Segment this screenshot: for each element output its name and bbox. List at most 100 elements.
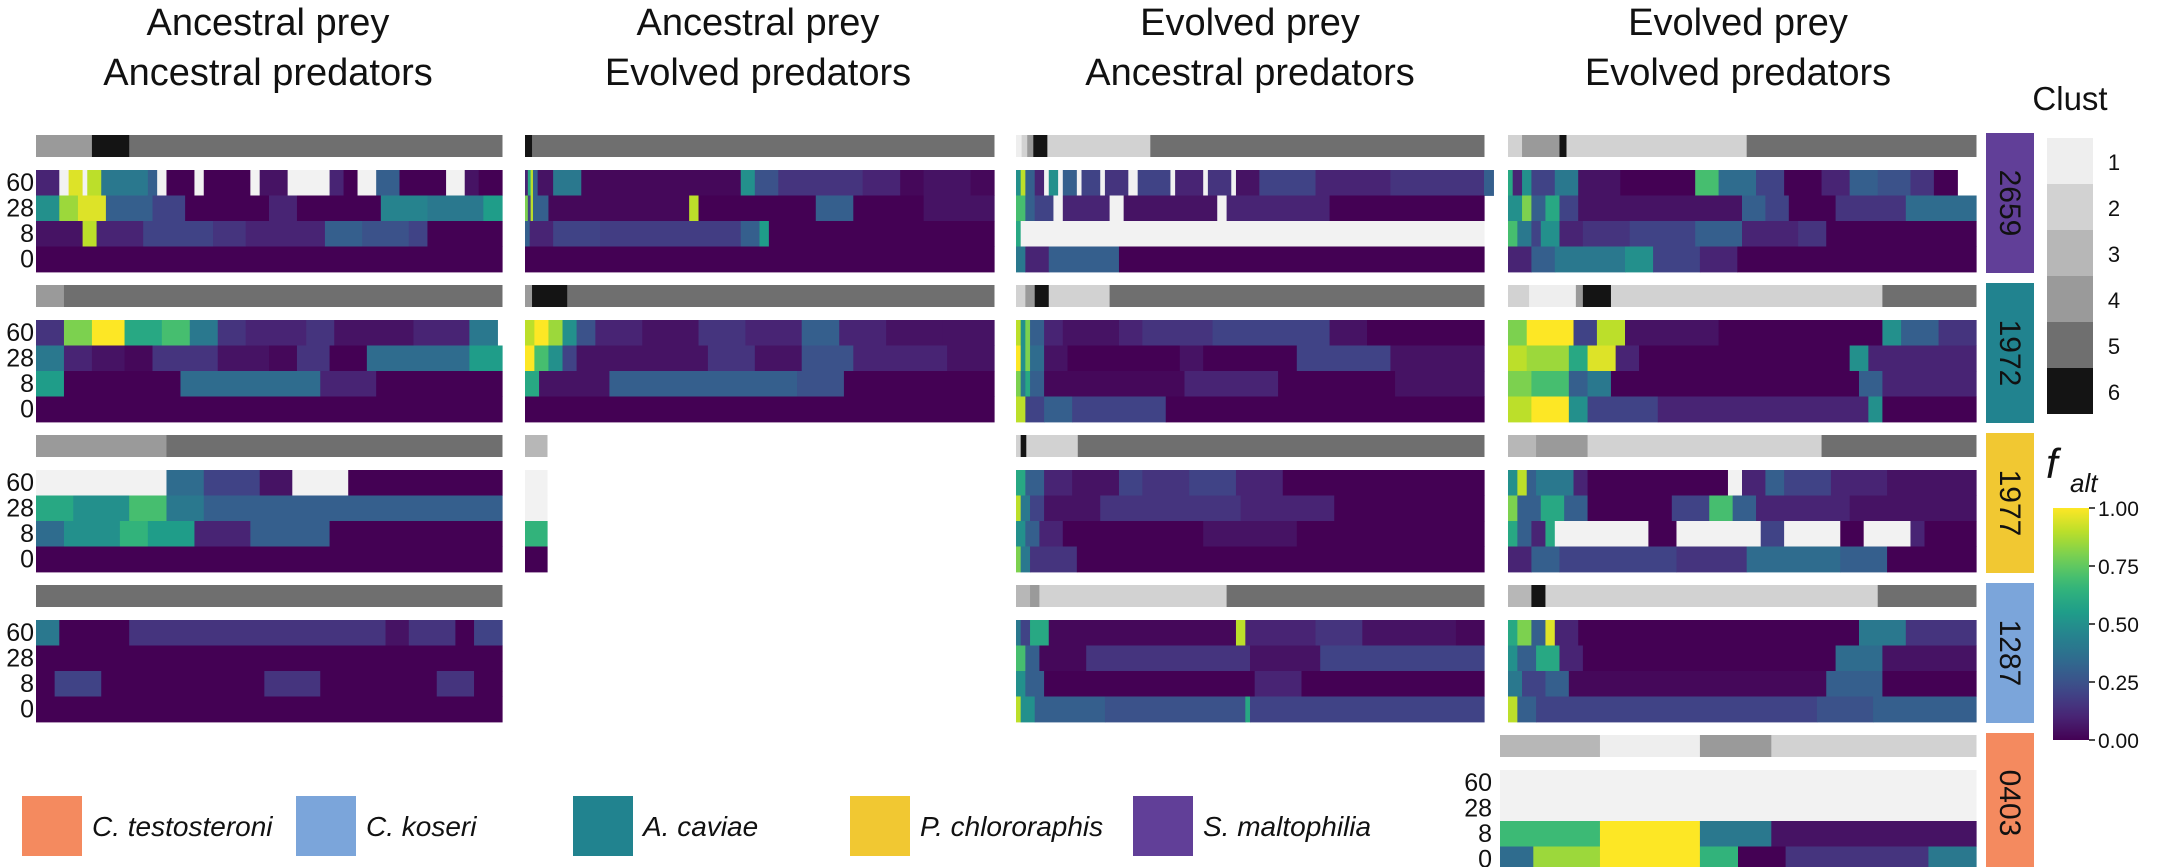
heatmap-cell [1076, 170, 1083, 196]
heatmap-cell [947, 345, 995, 372]
heatmap-cell [320, 671, 438, 697]
heatmap-cell [1738, 846, 1787, 867]
heatmap-cell [82, 221, 98, 247]
heatmap-cell [1826, 671, 1883, 697]
heatmap-cell [1048, 246, 1120, 273]
heatmap-cell [1887, 546, 1977, 573]
heatmap-cell [525, 521, 548, 547]
heatmap-cell [1508, 671, 1523, 697]
heatmap-cell [1887, 470, 1977, 496]
heatmap-cell [754, 170, 779, 196]
heatmap-cell [1508, 396, 1532, 423]
heatmap-cell [250, 521, 331, 547]
heatmap-cell [1882, 396, 1977, 423]
panel-title-line: Ancestral prey [637, 2, 880, 44]
species-legend-label: C. testosteroni [92, 811, 273, 842]
heatmap-cell [1118, 246, 1485, 273]
panel-title-line: Evolved prey [1140, 2, 1360, 44]
heatmap-cell [1517, 645, 1537, 672]
heatmap-cell [1016, 671, 1026, 697]
heatmap-cell [77, 195, 107, 222]
heatmap-cell [1455, 620, 1485, 646]
row-tick-label: 60 [6, 169, 34, 197]
heatmap-cell [527, 170, 532, 196]
heatmap-cell [525, 195, 529, 222]
heatmap-cell [1587, 396, 1659, 423]
cluster-bar-segment [1027, 135, 1034, 157]
heatmap-cell [376, 170, 401, 196]
heatmap-cell [1062, 195, 1111, 222]
heatmap-cell [1030, 345, 1045, 372]
heatmap-cell [1016, 170, 1022, 196]
heatmap-cell [1826, 221, 1977, 247]
heatmap-cell [329, 170, 345, 196]
heatmap-cell [91, 345, 126, 372]
heatmap-cell [1522, 195, 1532, 222]
heatmap-cell [525, 221, 531, 247]
heatmap-cell [1039, 521, 1064, 547]
heatmap-panel [525, 285, 995, 423]
heatmap-cell [1517, 620, 1532, 646]
heatmap-cell [1526, 345, 1570, 372]
heatmap-cell [1508, 320, 1528, 346]
heatmap-cell [1076, 546, 1485, 573]
heatmap-cell [1657, 396, 1869, 423]
cluster-bar-segment [1582, 285, 1612, 307]
heatmap-cell [329, 345, 368, 372]
heatmap-cell [539, 371, 611, 397]
heatmap-cell [1100, 495, 1242, 522]
heatmap-cell [1025, 470, 1045, 496]
color-scale-title: f [2046, 440, 2062, 487]
heatmap-panel [1016, 435, 1485, 573]
species-legend-swatch [1133, 796, 1193, 856]
heatmap-cell [1821, 170, 1851, 196]
heatmap-cell [1559, 546, 1678, 573]
heatmap-cell [1522, 170, 1532, 196]
cluster-bar-segment [1034, 285, 1050, 307]
heatmap-cell [1508, 546, 1532, 573]
heatmap-cell [1582, 645, 1837, 672]
heatmap-cell [1034, 170, 1045, 196]
heatmap-cell [1020, 696, 1036, 723]
heatmap-cell [1522, 671, 1547, 697]
heatmap-cell [1016, 645, 1026, 672]
heatmap-cell [1517, 521, 1532, 547]
color-scale-bar [2053, 508, 2089, 740]
row-tick-label: 60 [1464, 769, 1492, 797]
heatmap-cell [1771, 821, 1977, 847]
cluster-bar-segment [63, 285, 503, 307]
heatmap-cell [595, 320, 643, 346]
heatmap-cell [1765, 195, 1790, 222]
heatmap-cell [759, 221, 770, 247]
panel-title-line: Evolved prey [1628, 2, 1848, 44]
heatmap-cell [1784, 170, 1823, 196]
heatmap-cell [1123, 195, 1218, 222]
row-tick-label: 28 [6, 495, 34, 523]
heatmap-cell [1568, 345, 1589, 372]
heatmap-cell [1924, 521, 1977, 547]
heatmap-cell [82, 170, 88, 196]
cluster-bar-segment [1016, 585, 1031, 607]
heatmap-cell [1020, 221, 1485, 247]
heatmap-cell [853, 195, 925, 222]
heatmap-cell [357, 170, 377, 196]
heatmap-cell [1578, 170, 1621, 196]
heatmap-cell [376, 371, 503, 397]
heatmap-cell [1564, 495, 1589, 522]
heatmap-cell [1016, 195, 1026, 222]
heatmap-cell [532, 170, 539, 196]
heatmap-cell [129, 620, 387, 646]
heatmap-cell [768, 221, 995, 247]
heatmap-cell [1500, 821, 1601, 847]
heatmap-cell [427, 221, 503, 247]
panel-title-line: Evolved predators [1585, 52, 1891, 94]
heatmap-cell [1699, 246, 1738, 273]
heatmap-cell [1259, 170, 1317, 196]
cluster-bar-segment [36, 435, 167, 457]
heatmap-cell [1545, 620, 1556, 646]
heatmap-cell [942, 320, 995, 346]
heatmap-cell [562, 320, 578, 346]
heatmap-cell [1536, 470, 1575, 496]
heatmap-cell [1217, 195, 1228, 222]
heatmap-cell [1568, 396, 1589, 423]
